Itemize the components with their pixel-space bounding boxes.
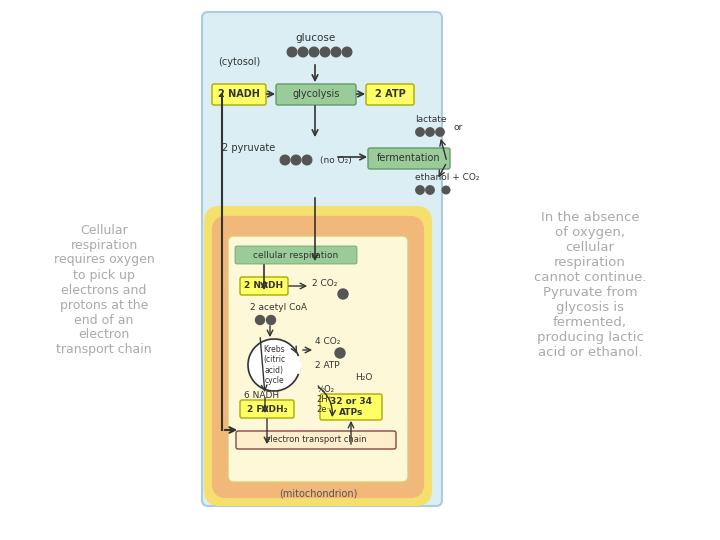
FancyBboxPatch shape (216, 220, 420, 494)
Text: (cytosol): (cytosol) (218, 57, 260, 67)
Text: 2 NADH: 2 NADH (244, 281, 284, 291)
Circle shape (426, 128, 434, 136)
Text: 2 acetyl CoA: 2 acetyl CoA (250, 303, 307, 313)
Text: 2 pyruvate: 2 pyruvate (222, 143, 275, 153)
FancyBboxPatch shape (240, 277, 288, 295)
Circle shape (291, 155, 301, 165)
Text: 6 NADH: 6 NADH (244, 392, 279, 401)
Text: 2 ATP: 2 ATP (315, 361, 340, 369)
Text: glycolysis: glycolysis (292, 89, 340, 99)
Text: 2 CO₂: 2 CO₂ (312, 279, 338, 287)
FancyBboxPatch shape (276, 84, 356, 105)
Text: lactate: lactate (415, 116, 446, 125)
Text: H₂O: H₂O (355, 374, 372, 382)
Circle shape (287, 47, 297, 57)
FancyBboxPatch shape (366, 84, 414, 105)
Text: (mitochondrion): (mitochondrion) (279, 488, 357, 498)
Text: 2H⁺: 2H⁺ (316, 395, 332, 404)
Circle shape (320, 47, 330, 57)
Circle shape (266, 315, 276, 325)
Text: 32 or 34
ATPs: 32 or 34 ATPs (330, 397, 372, 417)
FancyBboxPatch shape (228, 236, 408, 482)
FancyBboxPatch shape (320, 394, 382, 420)
Circle shape (416, 186, 424, 194)
FancyBboxPatch shape (202, 12, 442, 506)
Text: Krebs
(citric
acid)
cycle: Krebs (citric acid) cycle (263, 345, 285, 385)
Circle shape (298, 47, 308, 57)
FancyBboxPatch shape (240, 400, 294, 418)
Circle shape (331, 47, 341, 57)
FancyBboxPatch shape (212, 84, 266, 105)
Circle shape (442, 186, 450, 194)
Circle shape (436, 128, 444, 136)
Circle shape (256, 315, 264, 325)
Text: or: or (453, 124, 462, 132)
Text: 2 ATP: 2 ATP (374, 89, 405, 99)
FancyBboxPatch shape (236, 431, 396, 449)
Circle shape (280, 155, 289, 165)
Text: cellular respiration: cellular respiration (253, 251, 338, 260)
FancyBboxPatch shape (235, 246, 357, 264)
Circle shape (248, 339, 300, 391)
Text: ½O₂: ½O₂ (316, 386, 334, 395)
Text: 4 CO₂: 4 CO₂ (315, 338, 341, 347)
Circle shape (338, 289, 348, 299)
Text: glucose: glucose (295, 33, 335, 43)
Text: 2 FADH₂: 2 FADH₂ (247, 404, 287, 414)
Circle shape (335, 348, 345, 358)
Text: In the absence
of oxygen,
cellular
respiration
cannot continue.
Pyruvate from
gl: In the absence of oxygen, cellular respi… (534, 211, 647, 359)
Text: (no O₂): (no O₂) (320, 156, 352, 165)
Text: electron transport chain: electron transport chain (265, 435, 366, 444)
Circle shape (302, 155, 312, 165)
Circle shape (309, 47, 319, 57)
FancyBboxPatch shape (368, 148, 450, 169)
Text: 2e⁻: 2e⁻ (316, 404, 331, 414)
Circle shape (416, 128, 424, 136)
Text: ethanol + CO₂: ethanol + CO₂ (415, 173, 480, 183)
Circle shape (426, 186, 434, 194)
Text: fermentation: fermentation (377, 153, 441, 163)
Circle shape (342, 47, 352, 57)
Text: 2 NADH: 2 NADH (218, 89, 260, 99)
Text: Cellular
respiration
requires oxygen
to pick up
electrons and
protons at the
end: Cellular respiration requires oxygen to … (53, 224, 154, 356)
FancyBboxPatch shape (206, 208, 430, 504)
